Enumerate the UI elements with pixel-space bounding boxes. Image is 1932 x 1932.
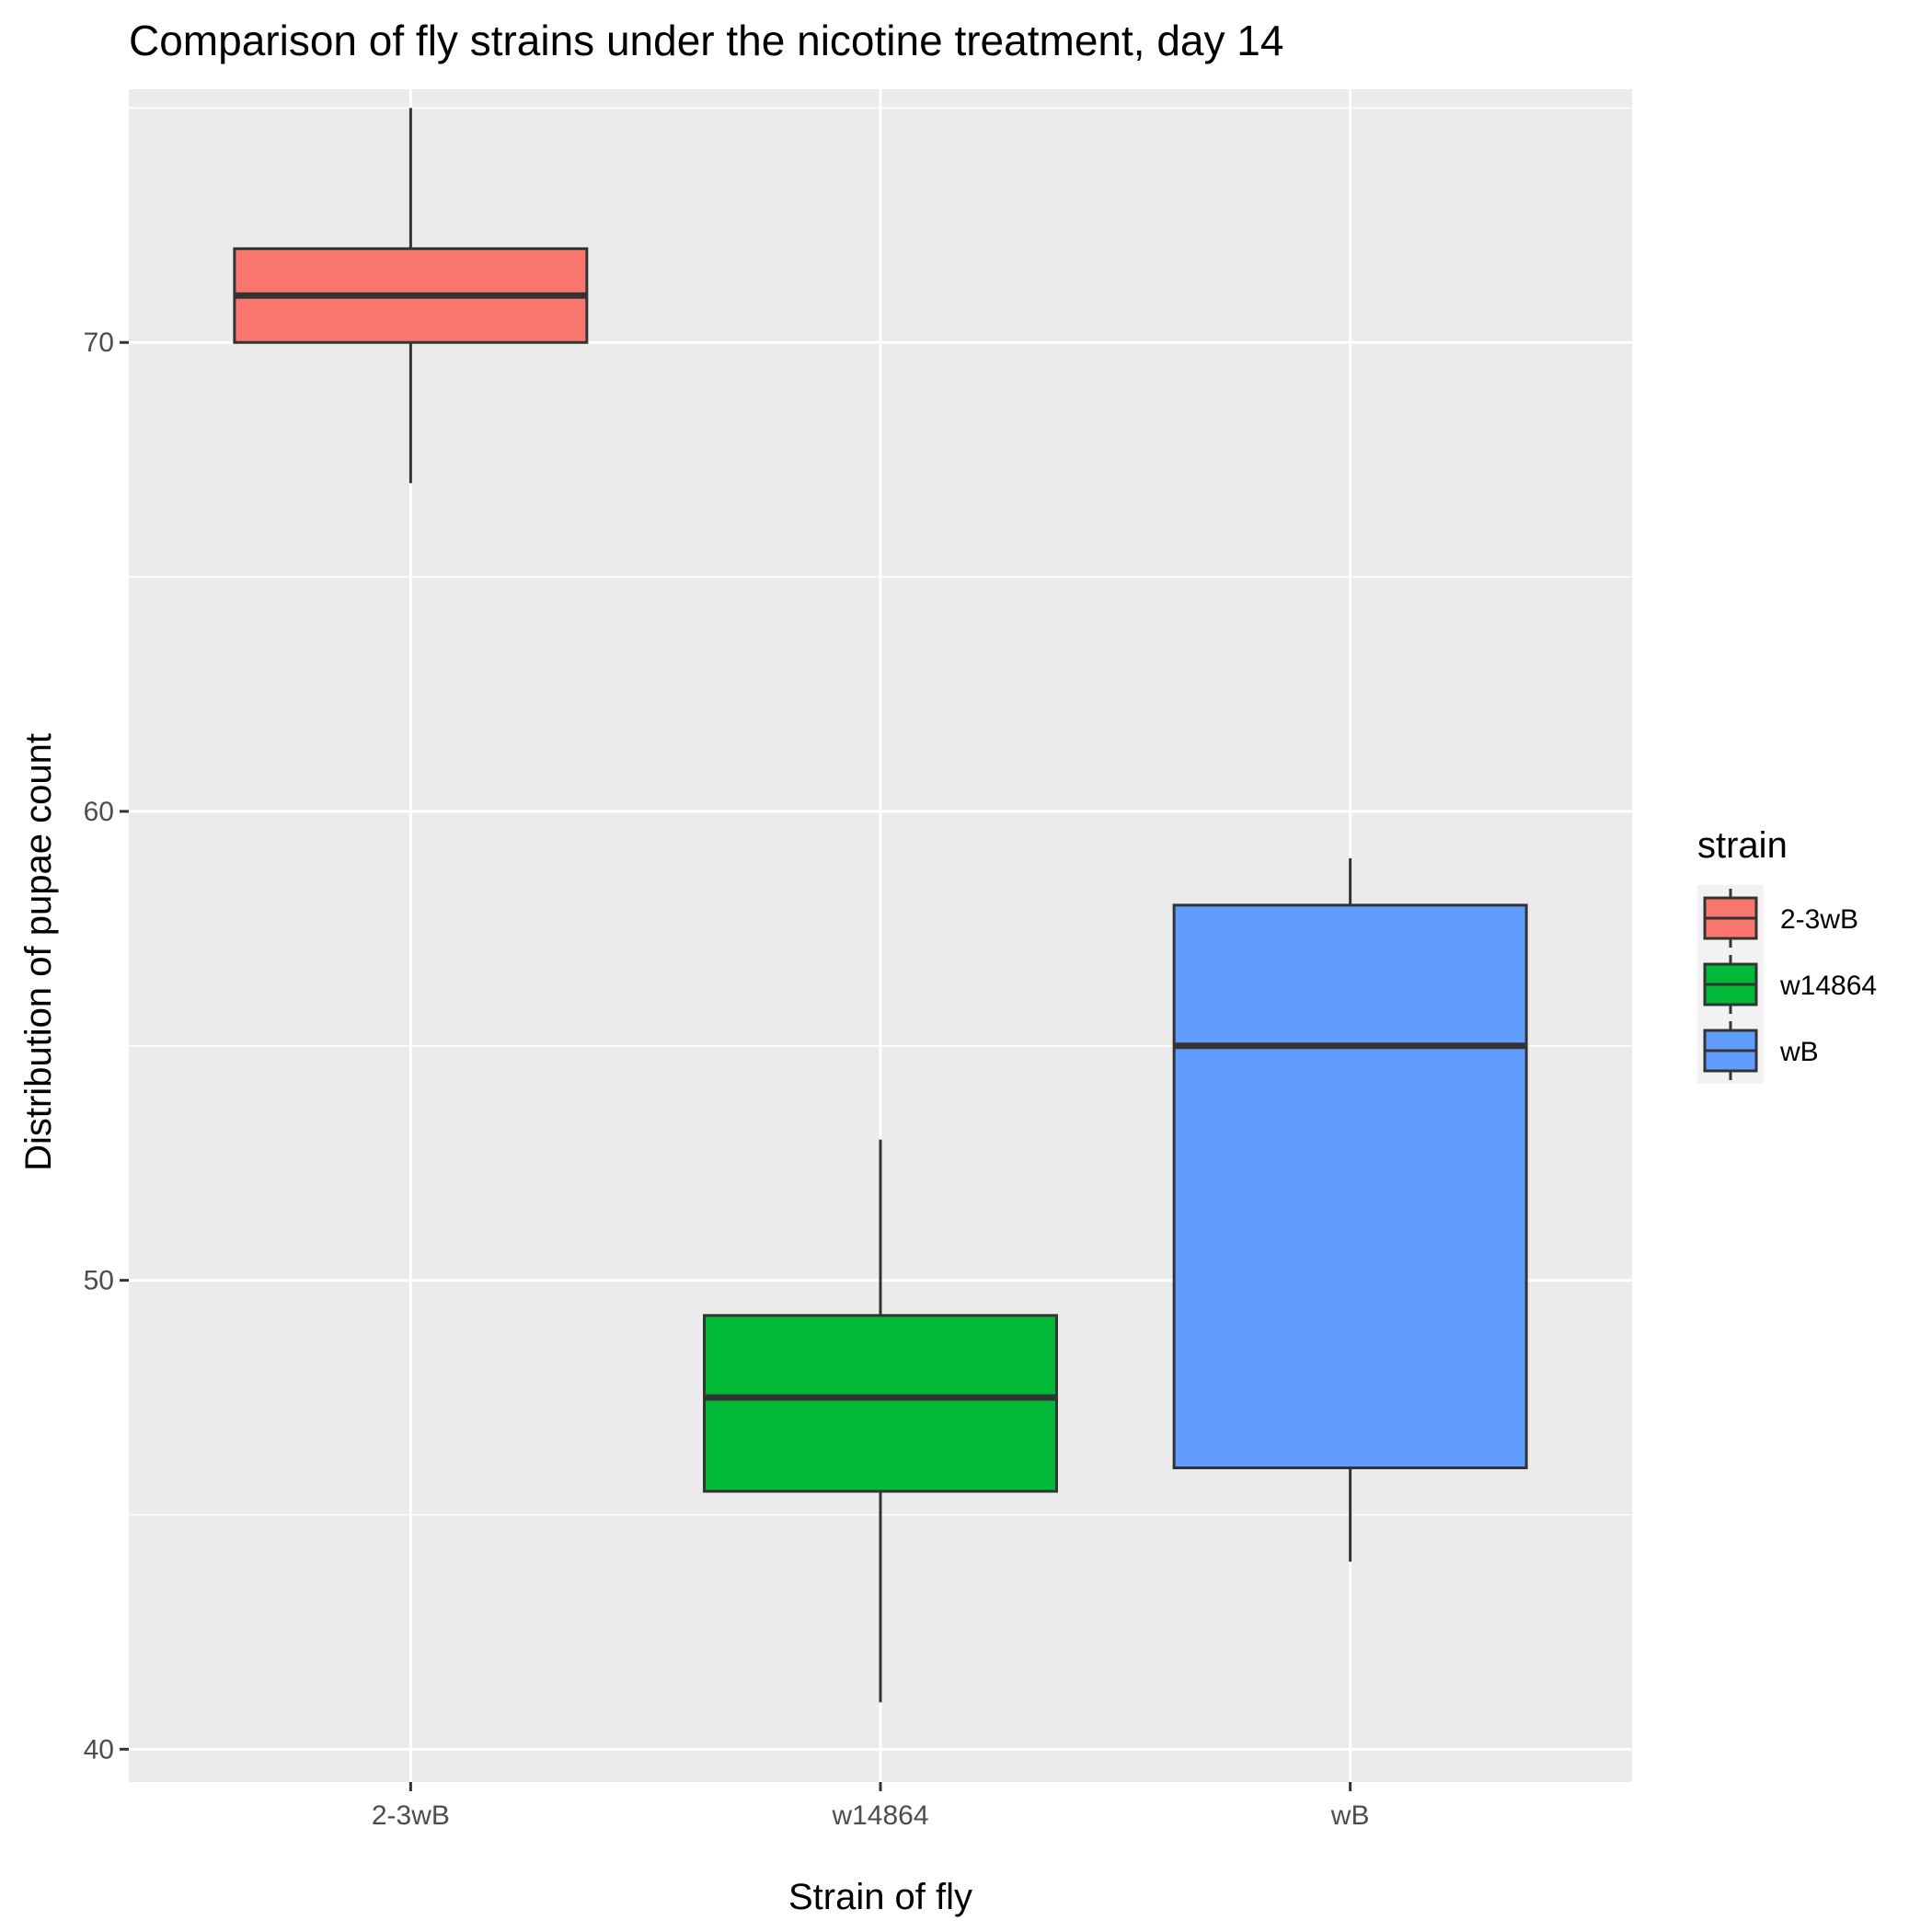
y-tick-label: 70 <box>84 328 114 358</box>
legend-label: w14864 <box>1779 971 1877 1001</box>
box-wB <box>1172 857 1528 1562</box>
boxes <box>233 108 1528 1703</box>
iqr-box <box>1172 903 1528 1470</box>
chart-title: Comparison of fly strains under the nico… <box>129 17 1283 64</box>
x-tick-label: w14864 <box>831 1800 928 1831</box>
x-tick-label: 2-3wB <box>372 1800 450 1831</box>
x-tick-label: wB <box>1330 1800 1370 1831</box>
x-axis: 2-3wB w14864 wB <box>372 1782 1370 1831</box>
box-2-3wB <box>233 108 589 484</box>
legend-label: 2-3wB <box>1780 904 1858 935</box>
y-axis: 40 50 60 70 <box>84 328 129 1765</box>
legend-title: strain <box>1697 825 1788 866</box>
box-w14864 <box>703 1139 1058 1703</box>
iqr-box <box>703 1314 1058 1493</box>
legend-item-2-3wB: 2-3wB <box>1703 889 1858 948</box>
y-tick-label: 60 <box>84 797 114 827</box>
legend-label: wB <box>1779 1037 1819 1067</box>
legend-item-w14864: w14864 <box>1703 955 1877 1014</box>
y-tick-label: 40 <box>84 1734 114 1765</box>
y-axis-title: Distribution of pupae count <box>18 733 59 1171</box>
legend-item-wB: wB <box>1703 1021 1819 1080</box>
y-tick-label: 50 <box>84 1266 114 1296</box>
legend: strain 2-3wB w14864 wB <box>1697 825 1877 1084</box>
x-axis-title: Strain of fly <box>788 1877 972 1917</box>
